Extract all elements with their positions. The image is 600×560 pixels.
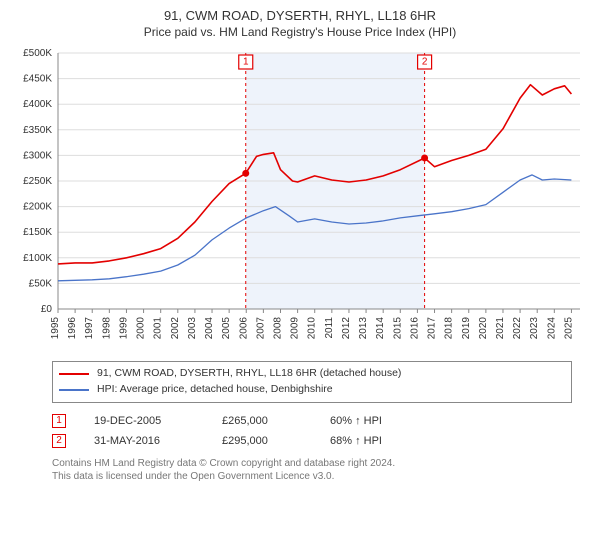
event-marker: 2 bbox=[52, 434, 66, 448]
sale-event-row: 1 19-DEC-2005 £265,000 60% ↑ HPI bbox=[52, 411, 572, 431]
legend-item: HPI: Average price, detached house, Denb… bbox=[59, 382, 565, 398]
svg-text:2014: 2014 bbox=[375, 317, 386, 340]
attribution-line: Contains HM Land Registry data © Crown c… bbox=[52, 457, 572, 471]
svg-text:2007: 2007 bbox=[255, 317, 266, 340]
legend-label: HPI: Average price, detached house, Denb… bbox=[97, 382, 333, 398]
chart-svg: £0 £50K £100K £150K £200K £250K £300K £350K £400… bbox=[10, 45, 590, 355]
svg-text:2017: 2017 bbox=[427, 317, 438, 340]
attribution-footer: Contains HM Land Registry data © Crown c… bbox=[52, 457, 572, 484]
chart-subtitle: Price paid vs. HM Land Registry's House … bbox=[10, 25, 590, 39]
svg-text:2020: 2020 bbox=[478, 317, 489, 340]
svg-text:2021: 2021 bbox=[495, 317, 506, 340]
svg-text:1995: 1995 bbox=[50, 317, 61, 340]
legend-swatch bbox=[59, 373, 89, 375]
svg-text:£450K: £450K bbox=[23, 74, 52, 85]
event-date: 31-MAY-2016 bbox=[94, 435, 194, 447]
legend-swatch bbox=[59, 389, 89, 391]
svg-text:£150K: £150K bbox=[23, 227, 52, 238]
event-hpi: 60% ↑ HPI bbox=[330, 415, 572, 427]
svg-text:1997: 1997 bbox=[84, 317, 95, 340]
svg-text:£350K: £350K bbox=[23, 125, 52, 136]
svg-text:2025: 2025 bbox=[563, 317, 574, 340]
svg-text:2000: 2000 bbox=[136, 317, 147, 340]
event-price: £265,000 bbox=[222, 415, 302, 427]
svg-text:1996: 1996 bbox=[67, 317, 78, 340]
svg-text:£100K: £100K bbox=[23, 253, 52, 264]
svg-text:£50K: £50K bbox=[29, 278, 53, 289]
svg-text:£200K: £200K bbox=[23, 202, 52, 213]
svg-text:1999: 1999 bbox=[118, 317, 129, 340]
svg-text:1: 1 bbox=[243, 57, 249, 68]
svg-text:2008: 2008 bbox=[272, 317, 283, 340]
svg-text:2013: 2013 bbox=[358, 317, 369, 340]
svg-text:2023: 2023 bbox=[529, 317, 540, 340]
svg-text:2009: 2009 bbox=[290, 317, 301, 340]
svg-text:2006: 2006 bbox=[238, 317, 249, 340]
price-chart: £0 £50K £100K £150K £200K £250K £300K £350K £400… bbox=[10, 45, 590, 355]
svg-text:£0: £0 bbox=[41, 304, 53, 315]
svg-text:2010: 2010 bbox=[307, 317, 318, 340]
sale-event-row: 2 31-MAY-2016 £295,000 68% ↑ HPI bbox=[52, 431, 572, 451]
svg-text:2005: 2005 bbox=[221, 317, 232, 340]
svg-text:£300K: £300K bbox=[23, 150, 52, 161]
svg-text:2015: 2015 bbox=[392, 317, 403, 340]
legend: 91, CWM ROAD, DYSERTH, RHYL, LL18 6HR (d… bbox=[52, 361, 572, 403]
svg-text:2012: 2012 bbox=[341, 317, 352, 340]
svg-text:2019: 2019 bbox=[461, 317, 472, 340]
attribution-line: This data is licensed under the Open Gov… bbox=[52, 470, 572, 484]
svg-text:2016: 2016 bbox=[409, 317, 420, 340]
svg-text:2004: 2004 bbox=[204, 317, 215, 340]
event-marker: 1 bbox=[52, 414, 66, 428]
svg-text:2002: 2002 bbox=[170, 317, 181, 340]
sale-events-table: 1 19-DEC-2005 £265,000 60% ↑ HPI 2 31-MAY-201… bbox=[52, 411, 572, 451]
svg-text:1998: 1998 bbox=[101, 317, 112, 340]
svg-text:£250K: £250K bbox=[23, 176, 52, 187]
event-price: £295,000 bbox=[222, 435, 302, 447]
svg-text:£400K: £400K bbox=[23, 99, 52, 110]
chart-title-block: 91, CWM ROAD, DYSERTH, RHYL, LL18 6HR Pr… bbox=[10, 8, 590, 39]
legend-label: 91, CWM ROAD, DYSERTH, RHYL, LL18 6HR (d… bbox=[97, 366, 401, 382]
svg-text:2003: 2003 bbox=[187, 317, 198, 340]
legend-item: 91, CWM ROAD, DYSERTH, RHYL, LL18 6HR (d… bbox=[59, 366, 565, 382]
chart-title: 91, CWM ROAD, DYSERTH, RHYL, LL18 6HR bbox=[10, 8, 590, 23]
event-hpi: 68% ↑ HPI bbox=[330, 435, 572, 447]
svg-text:2024: 2024 bbox=[546, 317, 557, 340]
event-date: 19-DEC-2005 bbox=[94, 415, 194, 427]
svg-text:2: 2 bbox=[422, 57, 428, 68]
svg-text:2022: 2022 bbox=[512, 317, 523, 340]
svg-text:2018: 2018 bbox=[444, 317, 455, 340]
svg-text:2001: 2001 bbox=[153, 317, 164, 340]
svg-text:£500K: £500K bbox=[23, 48, 52, 59]
svg-text:2011: 2011 bbox=[324, 317, 335, 339]
